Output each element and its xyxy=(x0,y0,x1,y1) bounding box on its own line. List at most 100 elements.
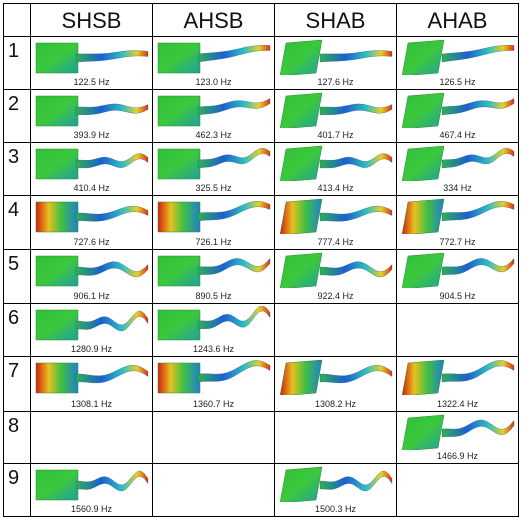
table-cell xyxy=(153,412,275,464)
mode-shape-image xyxy=(35,469,149,501)
frequency-label: 1280.9 Hz xyxy=(70,344,113,354)
frequency-label: 726.1 Hz xyxy=(195,237,232,247)
frequency-label: 1243.6 Hz xyxy=(192,344,235,354)
beam xyxy=(441,360,515,383)
table-cell: 777.4 Hz xyxy=(275,196,397,250)
row-label: 9 xyxy=(3,464,31,517)
mode-shape-image xyxy=(279,359,393,395)
mode-shape-image xyxy=(401,39,515,75)
table-cell: 1360.7 Hz xyxy=(153,357,275,412)
table-cell: 726.1 Hz xyxy=(153,196,275,250)
beam xyxy=(75,103,149,116)
beam xyxy=(75,153,149,169)
plate xyxy=(401,145,445,181)
table-cell xyxy=(31,412,153,464)
mode-shape-image xyxy=(157,255,271,287)
beam xyxy=(441,147,515,169)
mode-shape-image xyxy=(157,360,271,394)
beam xyxy=(319,153,393,169)
table-cell: 906.1 Hz xyxy=(31,250,153,304)
beam xyxy=(197,306,271,330)
row-label: 8 xyxy=(3,412,31,464)
table-cell: 772.7 Hz xyxy=(397,196,519,250)
mode-shape-image xyxy=(279,39,393,75)
table-cell: 1308.1 Hz xyxy=(31,357,153,412)
mode-shape-image xyxy=(35,255,149,287)
plate xyxy=(279,252,323,288)
mode-shape-image xyxy=(279,466,393,502)
plate xyxy=(401,252,445,288)
table-cell: 462.3 Hz xyxy=(153,90,275,143)
plate xyxy=(35,42,79,74)
beam xyxy=(441,258,515,276)
mode-shape-image xyxy=(401,198,515,234)
frequency-label: 1308.1 Hz xyxy=(70,399,113,409)
beam xyxy=(75,261,149,278)
beam xyxy=(441,98,515,116)
frequency-label: 126.5 Hz xyxy=(439,77,476,87)
frequency-label: 462.3 Hz xyxy=(195,130,232,140)
mode-shape-image xyxy=(35,201,149,233)
mode-shape-image xyxy=(401,252,515,288)
plate xyxy=(279,145,323,181)
frequency-label: 1466.9 Hz xyxy=(436,451,479,461)
table-cell xyxy=(275,412,397,464)
plate xyxy=(35,255,79,287)
table-cell xyxy=(153,464,275,517)
frequency-label: 772.7 Hz xyxy=(439,237,476,247)
plate xyxy=(35,148,79,180)
table-cell: 1466.9 Hz xyxy=(397,412,519,464)
table-cell xyxy=(397,304,519,357)
plate xyxy=(35,309,79,341)
table-cell: 122.5 Hz xyxy=(31,37,153,90)
mode-shape-image xyxy=(157,306,271,341)
mode-shape-image xyxy=(35,42,149,74)
plate xyxy=(401,92,445,128)
plate xyxy=(157,255,201,287)
beam xyxy=(75,470,149,492)
plate xyxy=(157,362,201,394)
frequency-label: 410.4 Hz xyxy=(73,183,110,193)
frequency-label: 1360.7 Hz xyxy=(192,399,235,409)
frequency-label: 904.5 Hz xyxy=(439,291,476,301)
plate xyxy=(35,469,79,501)
mode-shape-image xyxy=(279,198,393,234)
beam xyxy=(197,147,271,169)
table-cell: 1322.4 Hz xyxy=(397,357,519,412)
mode-shape-image xyxy=(157,201,271,233)
beam xyxy=(319,50,393,63)
table-cell: 126.5 Hz xyxy=(397,37,519,90)
frequency-label: 334 Hz xyxy=(443,183,472,193)
beam xyxy=(441,201,515,222)
plate xyxy=(279,92,323,128)
table-cell: 467.4 Hz xyxy=(397,90,519,143)
table-cell: 1500.3 Hz xyxy=(275,464,397,517)
plate xyxy=(279,359,323,395)
plate xyxy=(401,198,445,234)
beam xyxy=(319,470,393,492)
plate xyxy=(157,42,201,74)
table-cell: 1280.9 Hz xyxy=(31,304,153,357)
mode-shape-image xyxy=(35,148,149,180)
plate xyxy=(157,148,201,180)
table-cell xyxy=(397,464,519,517)
frequency-label: 890.5 Hz xyxy=(195,291,232,301)
mode-shape-image xyxy=(401,414,515,450)
beam xyxy=(197,360,271,383)
frequency-label: 1308.2 Hz xyxy=(314,399,357,409)
frequency-label: 123.0 Hz xyxy=(195,77,232,87)
plate xyxy=(401,359,445,395)
plate xyxy=(157,95,201,127)
frequency-label: 1322.4 Hz xyxy=(436,399,479,409)
row-label: 3 xyxy=(3,143,31,196)
plate xyxy=(279,466,323,502)
beam xyxy=(197,258,271,276)
beam xyxy=(75,365,149,384)
table-cell xyxy=(275,304,397,357)
row-label: 2 xyxy=(3,90,31,143)
frequency-label: 401.7 Hz xyxy=(317,130,354,140)
frequency-label: 906.1 Hz xyxy=(73,291,110,301)
row-label: 6 xyxy=(3,304,31,357)
frequency-label: 467.4 Hz xyxy=(439,130,476,140)
frequency-label: 727.6 Hz xyxy=(73,237,110,247)
